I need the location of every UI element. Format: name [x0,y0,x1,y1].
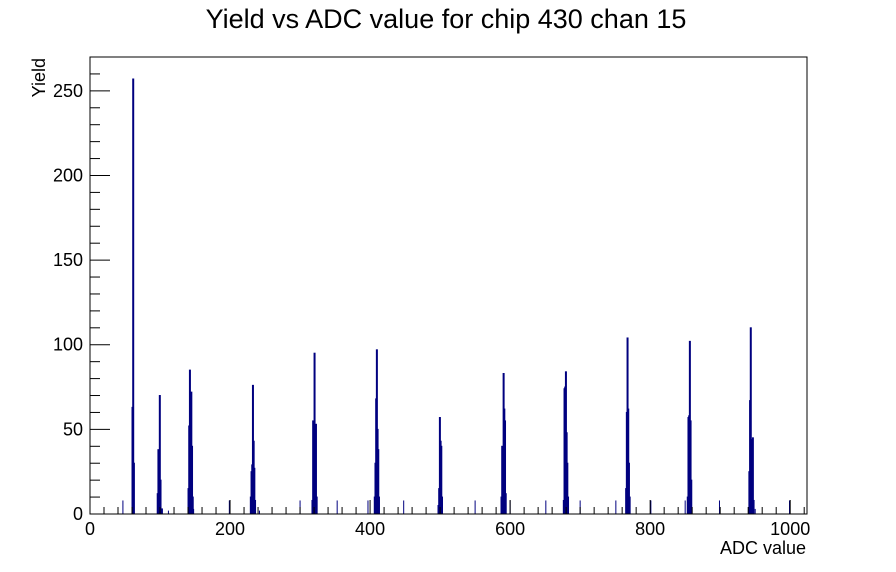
chart-title: Yield vs ADC value for chip 430 chan 15 [206,4,687,34]
x-tick-label-200: 200 [215,519,245,539]
histogram-bars [122,78,790,515]
histogram-bin-75 [752,499,755,515]
histogram-bin-49 [504,493,507,515]
y-axis-ticks: 0 50 100 150 200 250 [53,56,110,524]
histogram-bin-62 [628,496,631,515]
histogram-bin-22 [254,499,257,515]
histogram-bin-2 [132,462,135,515]
histogram-bin-56 [567,496,570,515]
y-tick-label-250: 250 [53,81,83,101]
histogram-bin-29 [315,496,318,515]
x-tick-label-600: 600 [495,519,525,539]
y-tick-label-200: 200 [53,165,83,185]
y-tick-label-150: 150 [53,250,83,270]
y-tick-label-0: 0 [73,504,83,524]
x-axis-ticks: 0 200 400 600 800 1000 [85,500,810,539]
histogram-bin-8 [160,508,163,515]
histogram-bin-36 [377,496,380,515]
histogram-bin-1 [132,78,135,515]
histogram-bin-15 [191,496,194,515]
y-tick-label-50: 50 [63,419,83,439]
x-axis-label: ADC value [720,538,806,558]
histogram-bin-42 [441,496,443,515]
x-tick-label-0: 0 [85,519,95,539]
y-axis-label: Yield [29,58,49,97]
y-tick-label-100: 100 [53,335,83,355]
x-tick-label-1000: 1000 [770,519,810,539]
x-tick-label-800: 800 [635,519,665,539]
histogram-bin-68 [690,479,693,515]
x-tick-label-400: 400 [355,519,385,539]
plot-frame [89,56,808,515]
